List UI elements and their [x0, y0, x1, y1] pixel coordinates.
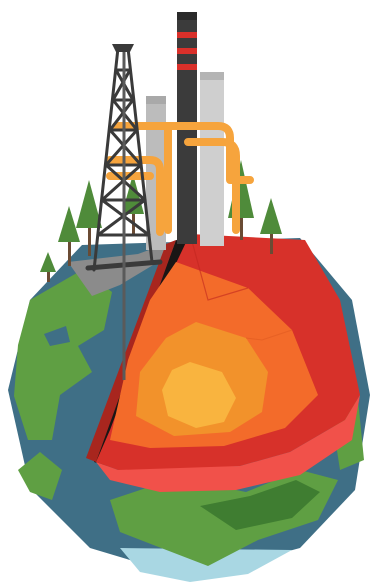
continent-left-small [18, 452, 62, 500]
chimney-stripe [177, 32, 197, 38]
tree-icon [76, 180, 102, 256]
pipe [112, 122, 254, 184]
chimney-right [200, 76, 224, 246]
rig-crown [112, 44, 134, 52]
continent-bottom-shade [200, 480, 320, 530]
continent-left [14, 270, 112, 440]
tree-icon [58, 206, 80, 266]
cutaway-facet-lines-2 [245, 329, 293, 341]
chimney-stripe [177, 64, 197, 70]
inner-core [162, 362, 236, 428]
chimney-stripe [177, 48, 197, 54]
cutaway-facet-lines [189, 233, 249, 301]
pipe [106, 156, 164, 236]
tree-icon [260, 198, 282, 254]
continent-small-island [44, 326, 70, 346]
tree-icon [40, 252, 56, 282]
mantle-lower-band [96, 395, 360, 492]
earth-cutaway [86, 233, 360, 492]
pipe [184, 138, 240, 234]
